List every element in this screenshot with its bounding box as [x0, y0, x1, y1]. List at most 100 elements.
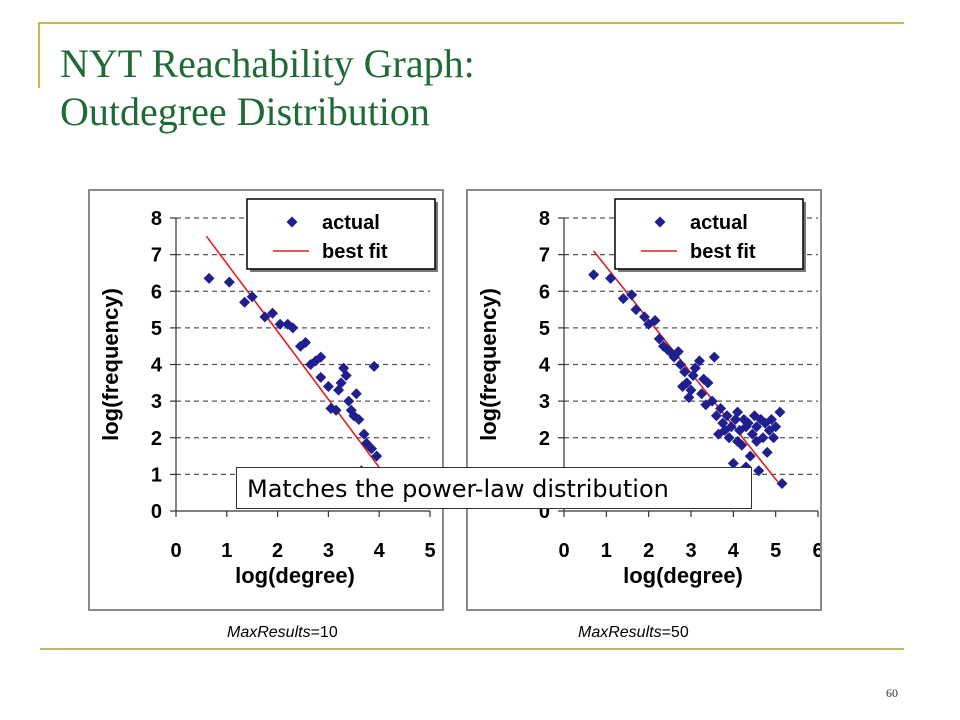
- data-point: [358, 428, 370, 440]
- data-point: [765, 413, 777, 425]
- x-tick-label: 4: [374, 540, 386, 562]
- data-point: [753, 465, 765, 477]
- data-point: [746, 428, 758, 440]
- data-point: [287, 322, 299, 334]
- scatter-chart-right: 0123456780123456log(degree)log(frequency…: [476, 198, 820, 588]
- data-point: [751, 421, 763, 433]
- y-tick-label: 6: [539, 281, 550, 303]
- x-tick-label: 3: [685, 540, 696, 562]
- legend-label-best-fit: best fit: [690, 241, 756, 263]
- data-point: [239, 296, 251, 308]
- data-point: [338, 362, 350, 374]
- y-tick-label: 8: [151, 208, 162, 230]
- data-point: [246, 291, 258, 303]
- data-point: [768, 432, 780, 444]
- data-point: [759, 417, 771, 429]
- data-point: [588, 269, 600, 281]
- data-point: [679, 366, 691, 378]
- data-point: [751, 435, 763, 447]
- data-point: [371, 450, 383, 462]
- data-point: [706, 395, 718, 407]
- y-tick-label: 3: [151, 391, 162, 413]
- y-tick-label: 4: [151, 355, 163, 377]
- top-rule: [38, 22, 904, 24]
- data-point: [605, 272, 617, 284]
- y-tick-label: 5: [539, 318, 550, 340]
- data-point: [617, 293, 629, 305]
- data-point: [685, 384, 697, 396]
- data-point: [723, 432, 735, 444]
- title-line-2: Outdegree Distribution: [60, 89, 430, 134]
- data-point: [698, 373, 710, 385]
- y-axis-label: log(frequency): [98, 288, 123, 441]
- data-point: [687, 369, 699, 381]
- data-point: [740, 421, 752, 433]
- x-axis-label: log(degree): [623, 563, 743, 588]
- data-point: [721, 410, 733, 422]
- data-point: [710, 410, 722, 422]
- x-tick-label: 0: [170, 540, 181, 562]
- y-tick-label: 0: [151, 501, 162, 523]
- data-point: [340, 369, 352, 381]
- data-point: [325, 402, 337, 414]
- data-point: [770, 421, 782, 433]
- data-point: [732, 435, 744, 447]
- data-point: [774, 406, 786, 418]
- data-point: [744, 450, 756, 462]
- legend-box: [246, 198, 436, 270]
- chart-panel-maxresults-50: 0123456780123456log(degree)log(frequency…: [466, 189, 822, 611]
- y-tick-label: 5: [151, 318, 162, 340]
- best-fit-line: [205, 235, 383, 472]
- data-point: [776, 478, 788, 490]
- y-tick-label: 7: [151, 245, 162, 267]
- caption-right-label: MaxResults: [578, 624, 662, 641]
- scatter-chart-left: 0 1 2 3 4 5 6 7 8 0 1 2 3 4 5 log(degree) log(frequency)…: [98, 198, 438, 588]
- data-point: [626, 289, 638, 301]
- title-accent-rule: [38, 22, 40, 88]
- x-tick-label: 1: [221, 540, 232, 562]
- best-fit-line: [593, 250, 779, 483]
- data-point: [693, 355, 705, 367]
- slide-title: NYT Reachability Graph: Outdegree Distri…: [60, 40, 475, 136]
- data-point: [732, 406, 744, 418]
- data-point: [702, 377, 714, 389]
- x-tick-label: 6: [812, 540, 820, 562]
- data-point: [330, 404, 342, 416]
- callout-box: Matches the power-law distribution: [236, 467, 752, 509]
- data-point: [708, 351, 720, 363]
- data-point: [689, 362, 701, 374]
- chart-panel-maxresults-10: 0 1 2 3 4 5 6 7 8 0 1 2 3 4 5 log(degree) log(frequency)…: [88, 189, 444, 611]
- data-point: [662, 344, 674, 356]
- caption-right: MaxResults=50: [578, 624, 689, 642]
- x-tick-label: 2: [272, 540, 283, 562]
- x-tick-label: 1: [601, 540, 612, 562]
- legend-marker-actual: [286, 216, 298, 228]
- data-point: [259, 311, 271, 323]
- data-point: [696, 388, 708, 400]
- data-point: [310, 355, 322, 367]
- data-point: [335, 377, 347, 389]
- y-tick-label: 0: [539, 501, 550, 523]
- y-tick-label: 6: [151, 281, 162, 303]
- data-point: [719, 424, 731, 436]
- caption-right-value: =50: [661, 624, 689, 641]
- data-point: [223, 276, 235, 288]
- legend-label-actual: actual: [322, 212, 380, 234]
- page-number: 60: [886, 686, 898, 700]
- data-point: [630, 304, 642, 316]
- x-tick-label: 3: [323, 540, 334, 562]
- data-point: [643, 318, 655, 330]
- data-point: [343, 395, 355, 407]
- x-tick-label: 2: [643, 540, 654, 562]
- data-point: [300, 337, 312, 349]
- x-tick-label: 5: [770, 540, 781, 562]
- data-point: [674, 359, 686, 370]
- legend-label-actual: actual: [690, 212, 748, 234]
- data-point: [649, 315, 661, 327]
- y-tick-label: 7: [539, 245, 550, 267]
- data-point: [322, 380, 334, 392]
- data-point: [761, 446, 773, 458]
- data-point: [267, 307, 279, 319]
- caption-left-value: =10: [310, 624, 338, 641]
- data-point: [653, 333, 665, 345]
